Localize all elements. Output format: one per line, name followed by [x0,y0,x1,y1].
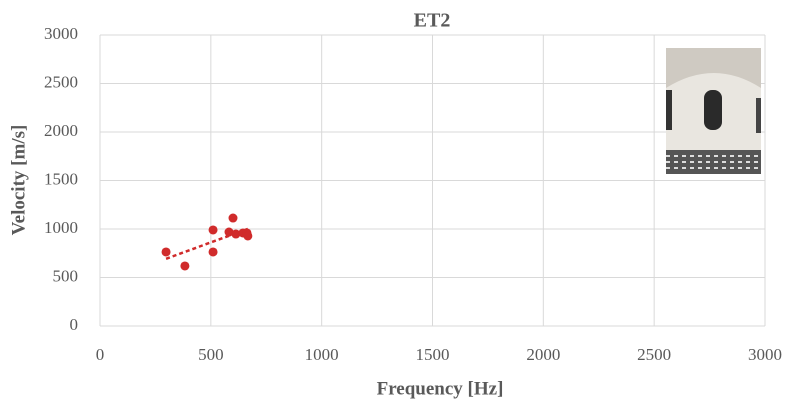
point [224,227,234,237]
x-tick-label: 2000 [526,345,560,364]
point [231,229,241,239]
y-axis-title: Velocity [m/s] [8,125,29,236]
point [208,247,218,257]
x-tick-label: 3000 [748,345,782,364]
y-tick-label: 500 [53,266,79,285]
point [243,231,253,241]
x-tick-label: 0 [96,345,105,364]
y-tick-label: 2000 [44,121,78,140]
y-tick-label: 1500 [44,169,78,188]
x-tick-label: 500 [198,345,224,364]
y-tick-label: 3000 [44,24,78,43]
chart-title: ET2 [414,10,451,32]
x-axis-title: Frequency [Hz] [377,378,504,399]
point [180,261,190,271]
point [161,247,171,257]
x-tick-label: 1000 [305,345,339,364]
y-tick-label: 1000 [44,218,78,237]
x-tick-label: 1500 [416,345,450,364]
point [228,213,238,223]
y-tick-label: 2500 [44,72,78,91]
point [208,225,218,235]
x-tick-label: 2500 [637,345,671,364]
y-tick-label: 0 [70,315,79,334]
inset-photo [666,48,761,174]
